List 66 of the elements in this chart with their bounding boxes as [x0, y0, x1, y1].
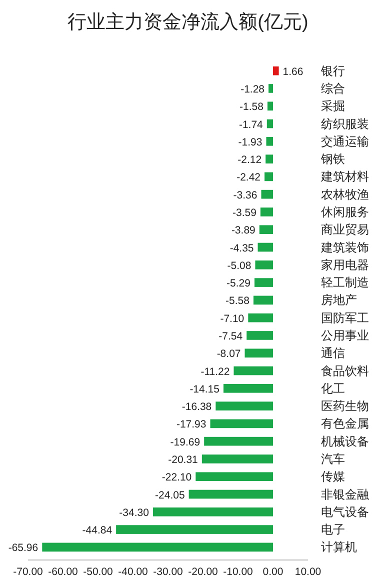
data-label: -24.05 [155, 489, 185, 502]
y-tick-label: 汽车 [321, 452, 345, 466]
x-tick-label: 10.00 [294, 566, 322, 578]
data-label: -4.35 [230, 242, 254, 254]
y-tick-label: 计算机 [321, 540, 357, 554]
data-label: -3.89 [231, 224, 256, 237]
y-tick-label: 医药生物 [321, 399, 369, 414]
y-tick-label: 轻工制造 [321, 276, 369, 290]
data-label: -5.58 [226, 295, 250, 308]
y-tick-label: 公用事业 [321, 328, 369, 342]
data-label: -7.54 [218, 330, 243, 342]
data-label: -11.22 [200, 366, 230, 378]
data-label: -3.36 [233, 189, 258, 202]
y-tick-label: 食品饮料 [321, 364, 369, 378]
y-tick-label: 建筑材料 [320, 170, 369, 184]
x-tick-label: -20.00 [188, 566, 218, 578]
chart-title: 行业主力资金净流入额(亿元) [68, 11, 308, 33]
data-label: -16.38 [182, 401, 212, 414]
data-label: -17.93 [176, 418, 206, 431]
data-label: -1.74 [238, 118, 264, 131]
y-tick-label: 交通运输 [321, 134, 369, 148]
x-tick-label: -30.00 [153, 566, 184, 578]
data-label: -1.58 [240, 101, 264, 114]
data-label: -7.10 [220, 312, 244, 325]
y-tick-label: 银行 [320, 64, 345, 78]
y-tick-label: 综合 [321, 81, 345, 96]
x-tick-label: -70.00 [13, 566, 44, 578]
y-tick-label: 电子 [321, 522, 345, 537]
data-label: -2.42 [236, 172, 261, 184]
data-label: -44.84 [82, 524, 112, 537]
data-label: -14.15 [190, 383, 220, 396]
data-label: -3.59 [232, 206, 257, 219]
y-tick-label: 商业贸易 [321, 222, 369, 237]
y-tick-label: 家用电器 [321, 258, 369, 272]
y-tick-label: 机械设备 [321, 434, 369, 448]
y-tick-label: 化工 [321, 381, 345, 396]
data-label: -5.08 [227, 260, 252, 272]
y-tick-label: 钢铁 [320, 152, 345, 166]
data-label: -5.29 [226, 278, 251, 290]
x-tick-label: -10.00 [223, 566, 254, 578]
x-tick-label: -60.00 [48, 566, 78, 578]
data-label: -22.10 [162, 472, 192, 484]
data-label: -19.69 [170, 436, 200, 448]
y-tick-label: 采掘 [321, 99, 345, 114]
y-tick-label: 通信 [321, 346, 345, 360]
data-label: 1.66 [282, 66, 304, 78]
y-tick-label: 传媒 [321, 470, 345, 484]
x-tick-label: -40.00 [118, 566, 148, 578]
data-label: -65.96 [8, 542, 38, 554]
y-tick-label: 建筑装饰 [320, 240, 369, 254]
x-tick-label: -50.00 [83, 566, 114, 578]
data-label: -2.12 [238, 154, 262, 166]
y-tick-label: 电气设备 [321, 504, 369, 519]
y-tick-label: 农林牧渔 [321, 187, 369, 202]
data-label: -34.30 [119, 506, 150, 519]
y-tick-label: 休闲服务 [321, 204, 369, 219]
y-tick-label: 非银金融 [321, 487, 369, 502]
y-tick-label: 房地产 [321, 293, 357, 308]
x-tick-label: 0.00 [262, 566, 284, 578]
data-label: -20.31 [168, 454, 198, 466]
y-tick-label: 纺织服装 [321, 116, 369, 131]
data-label: -1.28 [240, 83, 265, 96]
y-tick-label: 有色金属 [321, 416, 369, 431]
data-label: -8.07 [216, 348, 241, 360]
y-tick-label: 国防军工 [321, 310, 369, 325]
data-label: -1.93 [238, 136, 262, 148]
